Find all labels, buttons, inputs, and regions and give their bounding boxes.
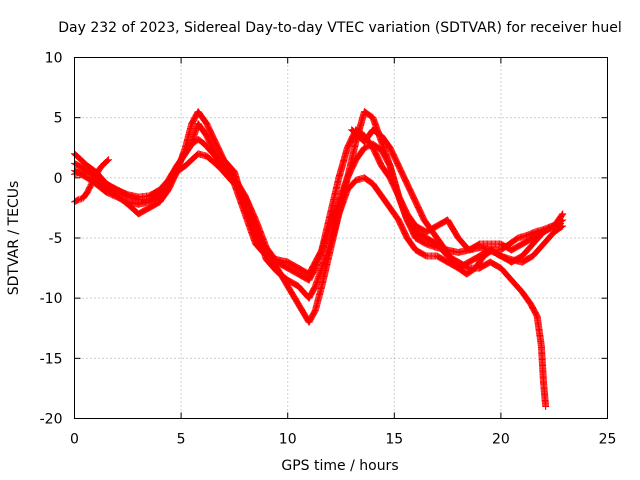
x-axis-label: GPS time / hours (281, 458, 398, 474)
series-track-4 (71, 126, 567, 278)
y-tick-label: 0 (54, 171, 63, 187)
series-track-6 (348, 126, 565, 278)
y-tick-label: -20 (40, 412, 63, 428)
y-tick-label: -15 (40, 351, 63, 367)
series-markers (71, 126, 567, 278)
x-tick-label: 5 (177, 432, 186, 448)
x-tick-label: 15 (385, 432, 403, 448)
y-tick-label: -5 (49, 231, 63, 247)
y-tick-label: -10 (40, 291, 63, 307)
x-tick-label: 20 (492, 432, 510, 448)
grid-lines (74, 57, 608, 419)
chart-title: Day 232 of 2023, Sidereal Day-to-day VTE… (58, 20, 621, 36)
y-axis-label: SDTVAR / TECUs (6, 181, 22, 296)
x-tick-label: 10 (279, 432, 297, 448)
plot-frame (74, 57, 608, 419)
data-series (71, 108, 567, 410)
y-tick-label: 10 (45, 51, 63, 67)
x-tick-label: 25 (599, 432, 617, 448)
y-tick-label: 5 (54, 111, 63, 127)
x-tick-label: 0 (70, 432, 79, 448)
x-axis-ticks: 0 5 10 15 20 25 (70, 57, 617, 448)
